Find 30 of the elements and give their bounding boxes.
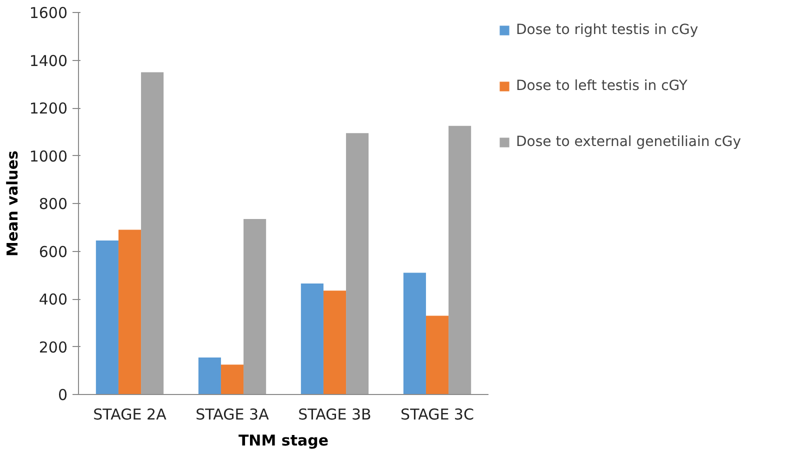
y-tick-label: 1000 [29, 147, 68, 166]
bar [448, 126, 472, 394]
y-tick-label: 1400 [29, 52, 68, 70]
y-tick-label: 200 [38, 338, 68, 356]
y-tick-label: 1600 [29, 4, 68, 22]
bar [141, 72, 164, 394]
y-tick-label: 600 [38, 242, 68, 261]
bar [426, 316, 449, 394]
x-tick-label: STAGE 3B [298, 406, 372, 424]
x-axis-title: TNM stage [238, 432, 329, 450]
bar [300, 283, 324, 394]
bar [96, 240, 118, 394]
legend-label: Dose to left testis in cGY [516, 78, 688, 94]
bar [198, 357, 221, 394]
bar [346, 133, 369, 394]
bar [220, 364, 244, 394]
y-tick-label: 0 [58, 386, 68, 404]
x-tick-label: STAGE 3A [196, 406, 270, 424]
x-tick-label: STAGE 2A [93, 406, 168, 424]
y-axis-title: Mean values [3, 150, 22, 256]
y-tick-label: 400 [38, 290, 68, 308]
x-tick-label: STAGE 3C [400, 406, 474, 424]
bar [323, 290, 346, 394]
legend-label: Dose to external genetiliain cGy [516, 134, 742, 150]
bar [118, 230, 142, 394]
bar [403, 272, 426, 394]
bar [244, 219, 266, 394]
y-tick-label: 800 [38, 195, 68, 213]
legend-label: Dose to right testis in cGy [516, 22, 698, 38]
y-tick-label: 1200 [29, 100, 68, 118]
